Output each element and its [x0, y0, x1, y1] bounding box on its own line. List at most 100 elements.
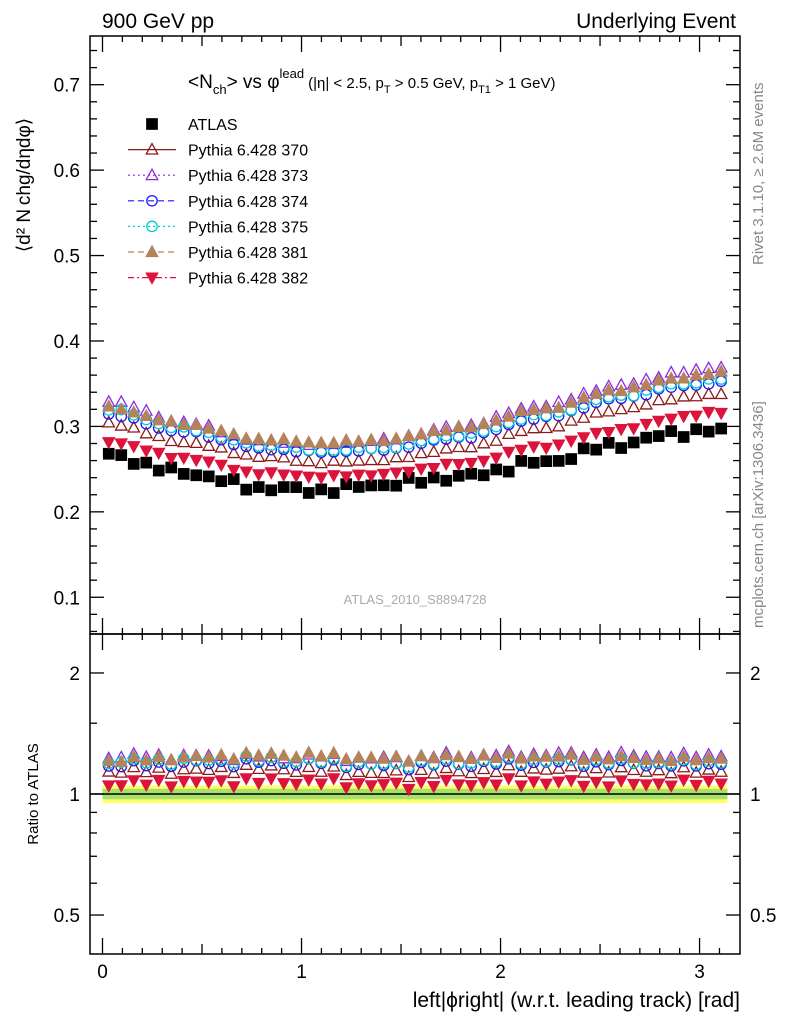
legend-entry: Pythia 6.428 375 [128, 219, 308, 236]
ratio-point [651, 762, 666, 776]
ratio-point [539, 778, 554, 792]
data-point [189, 435, 204, 449]
ratio-point [464, 780, 479, 793]
header-left-label: 900 GeV pp [102, 10, 214, 33]
legend-entry: Pythia 6.428 373 [128, 167, 308, 185]
data-point [276, 450, 291, 463]
ratio-point [276, 762, 291, 775]
data-point [164, 414, 179, 427]
ratio-point [164, 752, 179, 766]
ratio-point [589, 776, 604, 790]
ratio-point [489, 764, 504, 778]
data-point [577, 442, 590, 455]
ratio-series-pythia-6-428-381 [101, 745, 728, 768]
legend-entry: ATLAS [146, 117, 238, 134]
data-point [489, 413, 504, 426]
data-point [689, 389, 703, 402]
data-point [526, 402, 541, 416]
data-point [214, 440, 229, 453]
data-point [540, 455, 553, 468]
data-point [189, 417, 204, 430]
data-point [501, 426, 516, 439]
data-point [565, 453, 578, 465]
data-point [364, 432, 379, 445]
data-point [664, 392, 678, 405]
ratio-point [514, 751, 529, 764]
data-point [440, 474, 453, 487]
data-point [639, 377, 654, 391]
ratio-point [676, 749, 691, 762]
data-point [226, 445, 241, 459]
ratio-point [226, 751, 241, 765]
data-point [177, 468, 190, 480]
data-point [664, 413, 678, 426]
ratio-point [239, 757, 254, 770]
ratio-point [326, 773, 341, 786]
plot-title: <Nch> vs φlead(|η| < 2.5, pT > 0.5 GeV, … [188, 66, 556, 97]
ratio-point [664, 753, 678, 766]
data-point [289, 453, 304, 466]
data-point [526, 441, 541, 454]
data-point [452, 469, 465, 482]
data-point [126, 405, 141, 418]
data-point [714, 364, 728, 377]
ratio-point [601, 765, 616, 778]
data-point [277, 481, 290, 493]
data-point [239, 447, 254, 460]
data-point [651, 392, 666, 406]
ratio-point [239, 773, 254, 786]
ratio-point [351, 778, 366, 791]
ratio-point [364, 750, 379, 763]
legend-marker [145, 167, 159, 181]
x-tick-label: 3 [694, 962, 705, 983]
ratio-point [651, 751, 666, 764]
legend-label: Pythia 6.428 375 [188, 219, 308, 236]
ratio-point [689, 752, 703, 766]
series-atlas [102, 422, 728, 499]
ratio-point [489, 750, 504, 764]
ratio-point [251, 777, 266, 791]
data-point [502, 465, 515, 478]
ratio-y-tick-label-left: 1 [69, 785, 80, 806]
ratio-point [626, 778, 641, 792]
legend-label: Pythia 6.428 382 [188, 271, 308, 288]
data-point [551, 400, 566, 413]
ratio-point [176, 775, 191, 789]
data-point [614, 423, 629, 437]
data-point [240, 483, 253, 496]
data-point [627, 436, 640, 449]
ratio-series-pythia-6-428-370 [101, 757, 728, 783]
series-pythia-6-428-382 [101, 406, 728, 485]
ratio-point [226, 765, 241, 779]
ratio-point [164, 781, 179, 794]
data-point [101, 399, 116, 412]
data-point [376, 452, 391, 466]
data-point [489, 452, 504, 466]
ratio-point [114, 765, 129, 778]
data-point [551, 419, 566, 432]
ratio-point [501, 773, 516, 786]
data-point [114, 418, 129, 431]
data-point [552, 455, 565, 467]
x-tick-label: 2 [495, 962, 506, 983]
ratio-point [326, 759, 341, 772]
data-point [676, 389, 691, 402]
data-point [202, 470, 215, 483]
data-point [215, 475, 228, 488]
ratio-point [389, 749, 404, 762]
data-point [551, 439, 566, 452]
data-point [414, 445, 429, 459]
ratio-series-pythia-6-428-382 [101, 773, 728, 797]
ratio-point [214, 775, 229, 788]
data-point [426, 462, 441, 476]
data-point [389, 431, 404, 444]
data-point [152, 464, 165, 477]
data-point [151, 413, 166, 426]
ratio-point [201, 762, 216, 775]
ratio-point [601, 752, 616, 765]
data-point [714, 386, 728, 400]
main-y-tick-label: 0.2 [54, 503, 80, 524]
data-point [714, 407, 728, 421]
ratio-point [251, 761, 266, 775]
ratio-point [589, 749, 604, 762]
